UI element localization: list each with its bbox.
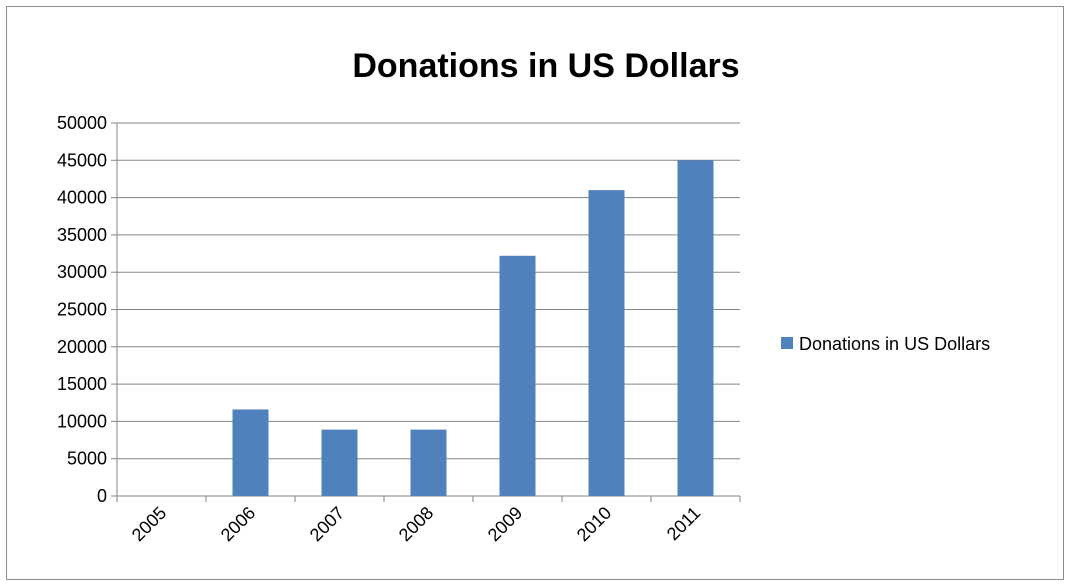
y-tick-label: 0 xyxy=(97,486,107,506)
y-tick-label: 50000 xyxy=(57,113,107,133)
y-tick-label: 5000 xyxy=(67,449,107,469)
gridlines xyxy=(117,122,740,460)
bar-2008 xyxy=(410,429,447,496)
chart-frame: Donations in US Dollars 0 5000 10000 15000 2… xyxy=(6,6,1064,580)
y-tick-label: 10000 xyxy=(57,411,107,431)
y-tick-label: 30000 xyxy=(57,262,107,282)
y-tick-label: 35000 xyxy=(57,225,107,245)
y-tick-label: 40000 xyxy=(57,188,107,208)
y-tick-label: 15000 xyxy=(57,374,107,394)
x-tick-label-2008: 2008 xyxy=(395,503,437,545)
bar-2007 xyxy=(321,429,358,496)
chart-svg: Donations in US Dollars 0 5000 10000 15000 2… xyxy=(57,47,990,545)
y-tick-labels: 0 5000 10000 15000 20000 25000 30000 35000 40000… xyxy=(57,113,107,506)
x-tick-label-2005: 2005 xyxy=(128,503,170,545)
bar-2009 xyxy=(499,255,536,496)
bars xyxy=(232,160,714,497)
bar-2011 xyxy=(677,160,714,497)
bar-2010 xyxy=(588,190,625,496)
x-tick-label-2011: 2011 xyxy=(663,503,705,545)
y-tick-label: 25000 xyxy=(57,300,107,320)
x-tick-label-2006: 2006 xyxy=(217,503,259,545)
legend: Donations in US Dollars xyxy=(781,334,990,354)
x-tick-label-2009: 2009 xyxy=(484,503,526,545)
bar-2006 xyxy=(232,409,269,496)
x-tick-label-2007: 2007 xyxy=(306,503,348,545)
y-tick-label: 45000 xyxy=(57,150,107,170)
x-tick-label-2010: 2010 xyxy=(573,503,615,545)
x-tick-labels: 2005 2006 2007 2008 2009 2010 2011 xyxy=(128,503,704,545)
legend-swatch xyxy=(781,337,793,349)
chart-title: Donations in US Dollars xyxy=(352,47,739,85)
legend-label: Donations in US Dollars xyxy=(799,334,990,354)
y-tick-label: 20000 xyxy=(57,337,107,357)
